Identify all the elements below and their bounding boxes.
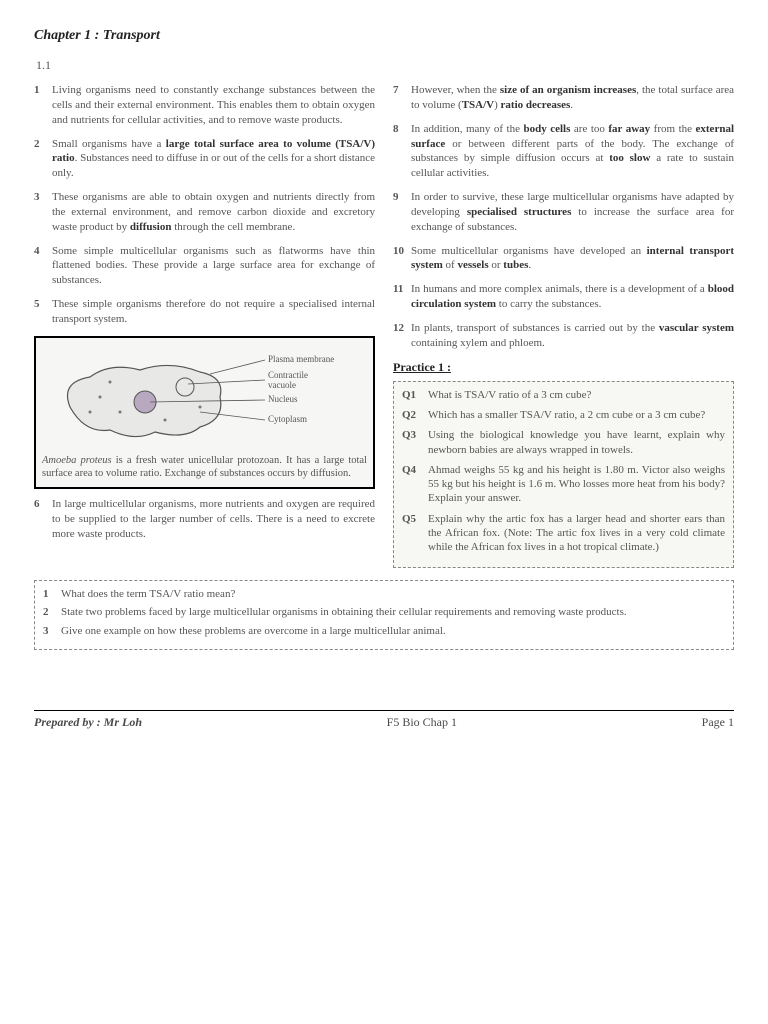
right-column: 7However, when the size of an organism i… [393,83,734,568]
right-points-list: 7However, when the size of an organism i… [393,83,734,351]
point-item: 5These simple organisms therefore do not… [34,297,375,327]
point-item: 6In large multicellular organisms, more … [34,497,375,542]
point-item: 1Living organisms need to constantly exc… [34,83,375,128]
practice-question: Q2Which has a smaller TSA/V ratio, a 2 c… [402,408,725,422]
footer-center: F5 Bio Chap 1 [387,715,457,730]
point-item: 10Some multicellular organisms have deve… [393,244,734,274]
svg-text:vacuole: vacuole [268,380,296,390]
bottom-questions-box: 1What does the term TSA/V ratio mean? 2St… [34,580,734,651]
left-points-list-2: 6In large multicellular organisms, more … [34,497,375,542]
point-item: 7However, when the size of an organism i… [393,83,734,113]
footer-prepared-by: Prepared by : Mr Loh [34,715,142,730]
diagram-caption: Amoeba proteus is a fresh water unicellu… [42,454,367,481]
point-item: 11In humans and more complex animals, th… [393,282,734,312]
left-column: 1Living organisms need to constantly exc… [34,83,375,568]
content-columns: 1Living organisms need to constantly exc… [34,83,734,568]
label-vacuole: Contractile [268,370,308,380]
amoeba-svg: Plasma membrane Contractile vacuole Nucl… [50,342,360,452]
page-footer: Prepared by : Mr Loh F5 Bio Chap 1 Page … [34,710,734,730]
point-item: 12In plants, transport of substances is … [393,321,734,351]
practice-question: Q3Using the biological knowledge you hav… [402,428,725,457]
practice-question: Q4Ahmad weighs 55 kg and his height is 1… [402,463,725,506]
practice-heading: Practice 1 : [393,360,734,375]
bottom-question: 1What does the term TSA/V ratio mean? [43,587,725,602]
practice-questions-box: Q1What is TSA/V ratio of a 3 cm cube? Q2W… [393,381,734,568]
footer-page: Page 1 [702,715,734,730]
point-item: 9In order to survive, these large multic… [393,190,734,235]
label-plasma: Plasma membrane [268,354,334,364]
point-item: 2Small organisms have a large total surf… [34,137,375,182]
label-cytoplasm: Cytoplasm [268,414,307,424]
point-item: 8In addition, many of the body cells are… [393,122,734,181]
practice-question: Q5Explain why the artic fox has a larger… [402,512,725,555]
amoeba-diagram-box: Plasma membrane Contractile vacuole Nucl… [34,336,375,489]
bottom-question: 3Give one example on how these problems … [43,624,725,639]
bottom-question: 2State two problems faced by large multi… [43,605,725,620]
label-nucleus: Nucleus [268,394,298,404]
practice-question: Q1What is TSA/V ratio of a 3 cm cube? [402,388,725,402]
point-item: 3These organisms are able to obtain oxyg… [34,190,375,235]
section-number: 1.1 [36,58,734,73]
point-item: 4Some simple multicellular organisms suc… [34,244,375,289]
left-points-list: 1Living organisms need to constantly exc… [34,83,375,327]
chapter-title: Chapter 1 : Transport [34,28,734,44]
